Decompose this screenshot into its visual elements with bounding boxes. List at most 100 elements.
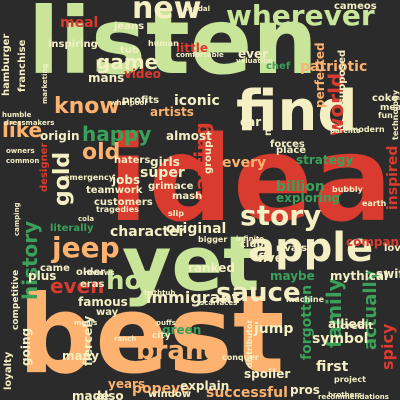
word-came: came xyxy=(40,263,70,274)
word-bigger: bigger xyxy=(198,235,228,244)
word-human: human xyxy=(148,39,179,48)
word-jobs: jobs xyxy=(112,173,141,187)
word-famous: famous xyxy=(78,295,128,309)
word-meal: meal xyxy=(60,15,99,31)
word-iconic: iconic xyxy=(174,93,220,109)
word-customers: customers xyxy=(94,197,153,208)
word-recommendations: recommendations xyxy=(318,393,389,400)
word-years: years xyxy=(108,377,146,391)
word-cameos: cameos xyxy=(334,1,377,12)
word-name: name xyxy=(263,104,274,136)
word-sauce: sauce xyxy=(216,278,301,308)
word-going: going xyxy=(19,327,33,366)
word-ever: ever xyxy=(238,47,269,61)
word-dressmakers: dressmakers xyxy=(4,119,55,127)
word-tragedies: tragedies xyxy=(96,205,139,214)
word-super: super xyxy=(140,165,185,181)
word-popeye: popeye xyxy=(132,381,190,397)
word-plus: plus xyxy=(28,269,57,283)
word-strategy: strategy xyxy=(296,153,354,167)
word-jump: jump xyxy=(254,321,294,337)
word-history: history xyxy=(18,220,42,300)
word-group: group xyxy=(203,140,214,174)
word-city: city xyxy=(152,331,171,341)
word-ranked: ranked xyxy=(188,261,235,275)
word-humble: humble xyxy=(2,111,32,119)
word-inspired: inspired xyxy=(385,145,400,210)
word-listen: listen xyxy=(28,0,318,95)
word-hamburger: hamburger xyxy=(1,33,12,96)
word-place: place xyxy=(276,145,307,156)
word-allied: allied xyxy=(328,317,366,331)
word-even: even xyxy=(50,274,105,298)
word-parents: parents xyxy=(330,127,361,135)
word-first: first xyxy=(316,359,349,375)
word-scarfaces: scarfaces xyxy=(200,299,238,307)
word-puffs: puffs xyxy=(156,319,176,327)
word-immigrant: immigrant xyxy=(146,288,240,307)
word-sandal: sandal xyxy=(184,5,211,13)
word-coke: coke xyxy=(372,93,398,104)
word-ranch: ranch xyxy=(114,335,137,343)
word-tub: tub xyxy=(120,45,140,56)
word-project: project xyxy=(334,375,366,384)
word-fun: fun xyxy=(378,111,393,120)
word-franchise: franchise xyxy=(17,39,28,92)
word-five: five xyxy=(258,251,283,265)
word-explain: explain xyxy=(180,379,230,393)
word-exploring: exploring xyxy=(276,191,340,205)
word-like: like xyxy=(2,118,43,142)
word-bubbly: bubbly xyxy=(332,185,363,194)
word-chef: chef xyxy=(266,61,291,72)
word-wherever: wherever xyxy=(226,0,375,32)
word-camping: camping xyxy=(13,202,21,236)
word-window: window xyxy=(148,389,192,400)
word-company: company xyxy=(346,235,400,249)
word-grimace: grimace xyxy=(148,181,194,192)
word-maybe: maybe xyxy=(270,269,315,283)
word-spicy: spicy xyxy=(378,323,397,370)
word-game: game xyxy=(96,50,159,74)
word-jeans: jeans xyxy=(114,21,145,32)
word-reviews: reviews xyxy=(84,269,115,277)
word-every: every xyxy=(222,155,267,171)
word-old: old xyxy=(82,140,121,165)
word-character: character xyxy=(110,224,186,240)
word-made: made xyxy=(72,389,110,400)
word-spoiler: spoiler xyxy=(244,367,291,381)
word-green: green xyxy=(162,323,202,337)
word-love: love xyxy=(384,243,400,254)
word-mash: mash xyxy=(172,191,203,202)
word-girls: girls xyxy=(150,155,180,169)
word-original: original xyxy=(166,221,227,237)
word-rivals: rivals xyxy=(276,243,308,254)
word-car: car xyxy=(240,115,262,129)
word-many: many xyxy=(62,349,99,363)
word-video: video xyxy=(124,67,161,81)
word-eras: eras xyxy=(80,279,105,290)
word-symbol: symbol xyxy=(312,331,369,347)
word-clubs: clubs xyxy=(240,239,270,250)
word-earth: earth xyxy=(362,199,387,208)
word-technology: technology xyxy=(391,89,400,140)
word-teamwork: teamwork xyxy=(86,185,143,196)
word-designer: designer xyxy=(39,142,50,192)
word-valuation: valuation xyxy=(236,57,273,65)
word-way: way xyxy=(96,307,119,318)
word-hot: hot xyxy=(106,266,155,296)
word-mythical: mythical xyxy=(330,269,389,283)
word-origin: origin xyxy=(40,129,80,143)
word-inspiring: inspiring xyxy=(48,39,98,50)
word-best: best xyxy=(18,273,285,398)
word-slip: slip xyxy=(168,209,184,218)
word-supposed: supposed xyxy=(337,49,348,104)
word-infinite: infinite xyxy=(236,235,265,243)
word-brothers: brothers xyxy=(328,391,362,399)
word-owners: owners xyxy=(6,147,35,155)
word-haters: haters xyxy=(114,155,151,166)
word-idea: idea xyxy=(108,110,393,248)
word-comfortable: comfortable xyxy=(176,51,224,59)
word-also: also xyxy=(96,389,124,400)
word-forces: forces xyxy=(270,139,305,150)
